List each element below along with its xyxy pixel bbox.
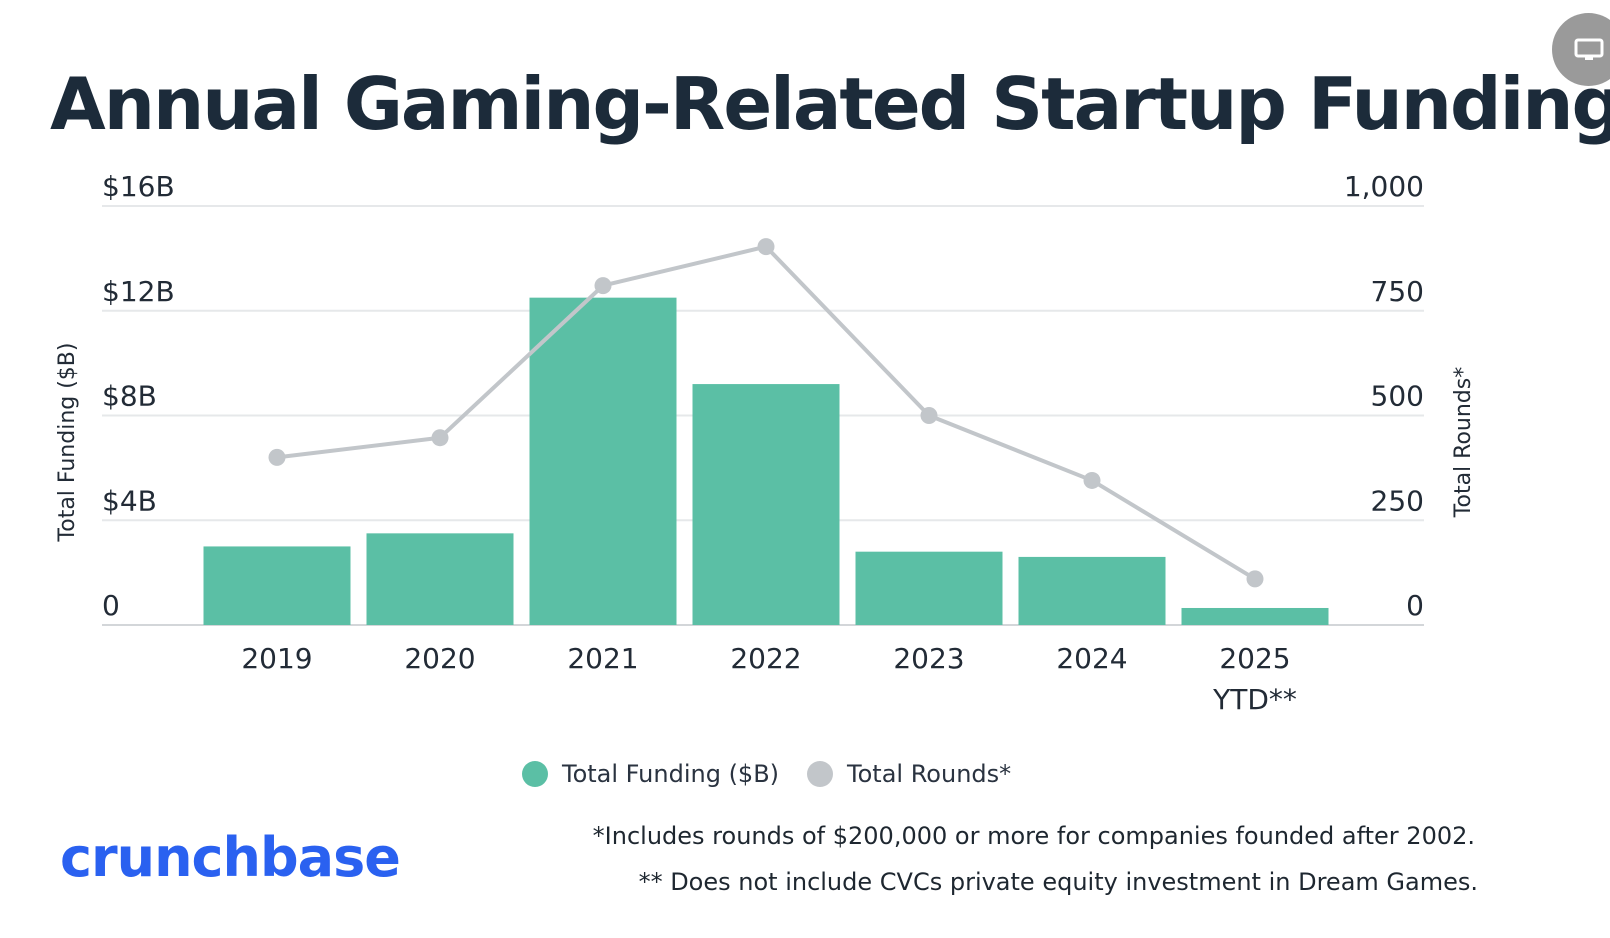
funding-bar: [1181, 607, 1329, 625]
x-tick-label: 2019: [241, 642, 312, 675]
rounds-point: [920, 407, 938, 424]
funding-bar: [1018, 556, 1166, 625]
right-axis-title: Total Rounds*: [1451, 367, 1476, 518]
rounds-point: [1083, 471, 1101, 489]
legend-label-funding: Total Funding ($B): [562, 760, 780, 788]
legend-swatch-rounds: [807, 761, 834, 787]
x-tick-label: 2023: [893, 642, 964, 675]
left-tick-label: 0: [102, 589, 120, 622]
rounds-point: [757, 238, 775, 256]
x-tick-label: 2021: [567, 642, 638, 675]
left-tick-label: $16B: [102, 170, 175, 203]
rounds-point: [1246, 570, 1264, 588]
funding-bar: [692, 384, 840, 625]
funding-bar: [366, 533, 514, 625]
right-tick-label: 1,000: [1344, 170, 1424, 203]
legend-swatch-funding: [522, 761, 548, 787]
left-tick-label: $8B: [102, 380, 157, 413]
x-tick-label: 2025: [1219, 642, 1290, 675]
rounds-point: [268, 448, 286, 466]
crunchbase-logo: crunchbase: [60, 826, 401, 889]
legend-label-rounds: Total Rounds*: [847, 760, 1012, 788]
chart-title: Annual Gaming-Related Startup Funding: [50, 62, 1610, 146]
x-tick-label: 2020: [404, 642, 475, 675]
footnote-ytd: ** Does not include CVCs private equity …: [638, 868, 1478, 896]
screen-toggle-button[interactable]: [1552, 13, 1610, 86]
right-tick-label: 750: [1371, 275, 1424, 308]
funding-bar: [855, 551, 1003, 625]
left-axis-title: Total Funding ($B): [55, 343, 80, 543]
chart-plot-area: 0 0 $4B 250 $8B 500 $12B 750 $16B 1,000 Total Fund…: [55, 170, 1476, 716]
left-tick-label: $4B: [102, 484, 157, 517]
rounds-point: [431, 429, 449, 447]
funding-bar: [203, 546, 351, 625]
legend-item-rounds[interactable]: Total Rounds*: [807, 760, 1011, 788]
chart-legend: Total Funding ($B) Total Rounds*: [522, 760, 1039, 788]
right-tick-label: 250: [1371, 484, 1424, 517]
left-tick-label: $12B: [102, 275, 175, 308]
rounds-point: [594, 277, 612, 295]
right-tick-label: 500: [1371, 380, 1424, 413]
x-tick-label: 2022: [730, 642, 801, 675]
x-tick-label: 2024: [1056, 642, 1127, 675]
funding-bar: [529, 297, 677, 625]
monitor-icon: [1574, 38, 1603, 60]
legend-item-funding[interactable]: Total Funding ($B): [522, 760, 779, 788]
right-tick-label: 0: [1406, 589, 1424, 622]
footnote-rounds: *Includes rounds of $200,000 or more for…: [592, 822, 1475, 850]
x-tick-label: YTD**: [1212, 683, 1297, 716]
